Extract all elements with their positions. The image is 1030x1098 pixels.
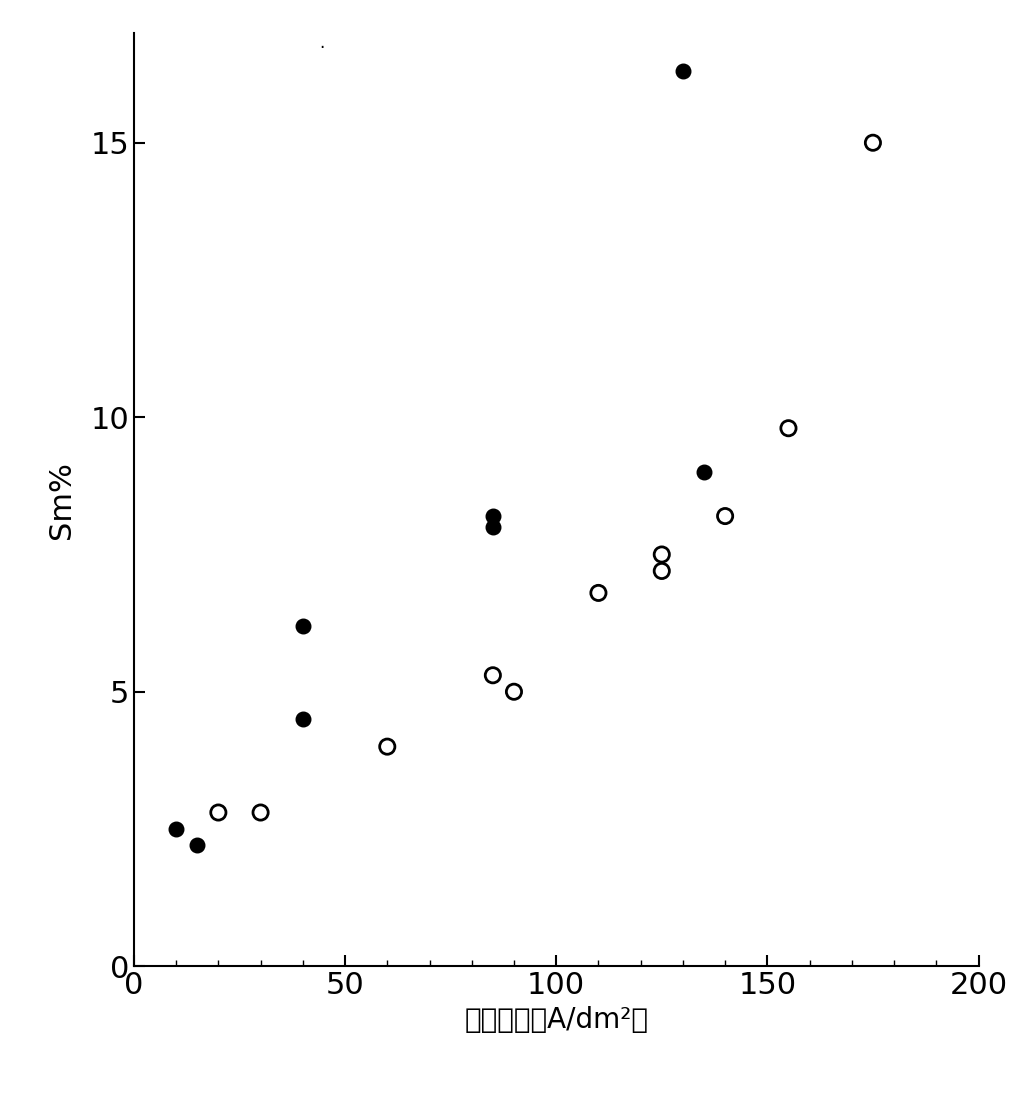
- Point: [590, 584, 607, 602]
- Point: [484, 507, 501, 525]
- Point: [295, 617, 311, 635]
- Point: [717, 507, 733, 525]
- Point: [653, 562, 670, 580]
- Point: [190, 837, 206, 854]
- Point: [675, 63, 691, 80]
- Y-axis label: Sm%: Sm%: [47, 461, 76, 538]
- Point: [484, 666, 501, 684]
- Point: [210, 804, 227, 821]
- Point: [696, 463, 713, 481]
- Point: [484, 518, 501, 536]
- Point: [864, 134, 881, 152]
- X-axis label: 电流密度（A/dm²）: 电流密度（A/dm²）: [465, 1006, 648, 1033]
- Point: [506, 683, 522, 701]
- Point: [379, 738, 396, 755]
- Point: [252, 804, 269, 821]
- Point: [780, 419, 796, 437]
- Text: ·: ·: [319, 40, 324, 57]
- Point: [168, 820, 184, 838]
- Point: [295, 710, 311, 728]
- Point: [653, 546, 670, 563]
